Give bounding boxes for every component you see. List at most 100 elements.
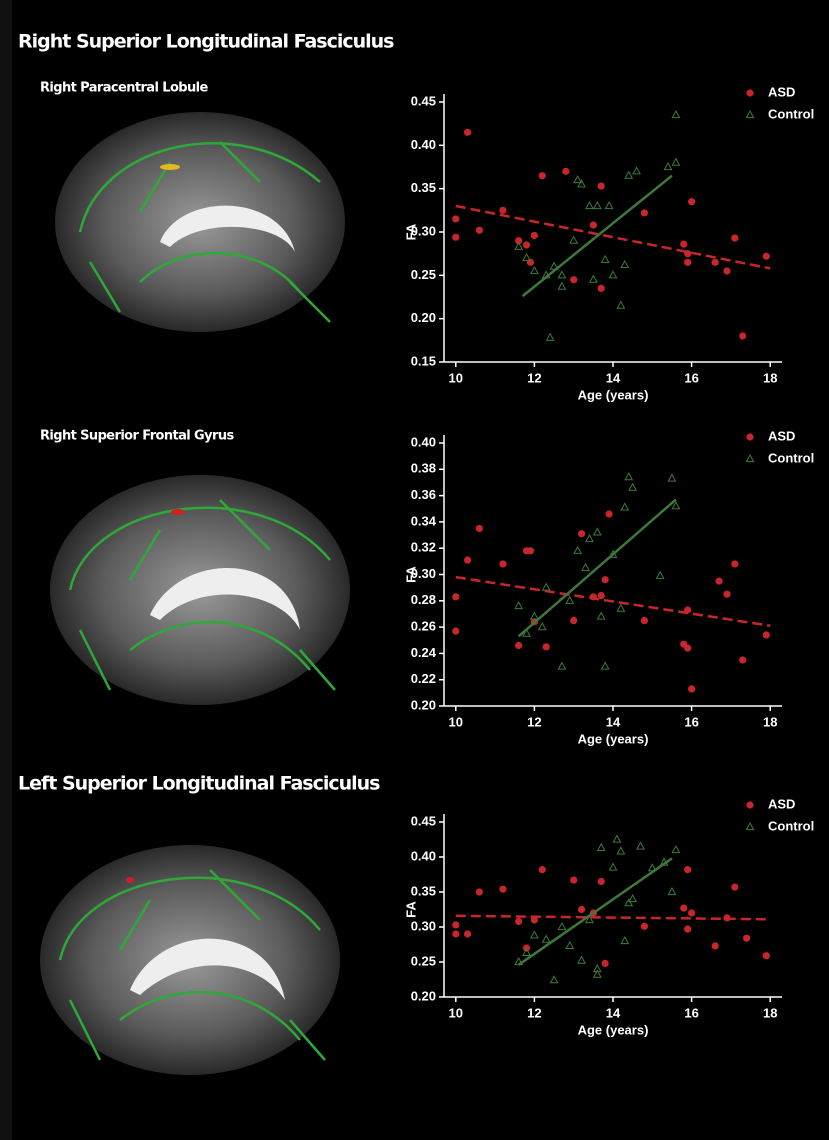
x-tick-label: 14 — [606, 714, 621, 729]
point — [550, 263, 557, 270]
y-tick-label: 0.25 — [411, 953, 436, 968]
brain-image — [50, 475, 350, 705]
point — [590, 276, 597, 283]
point — [543, 643, 550, 650]
point — [570, 276, 577, 283]
point — [566, 942, 573, 949]
point — [574, 547, 581, 554]
point — [605, 510, 612, 517]
y-tick-label: 0.20 — [411, 697, 436, 712]
point — [763, 952, 770, 959]
point — [476, 525, 483, 532]
y-tick-label: 0.26 — [411, 619, 436, 634]
brain-image — [55, 112, 345, 332]
x-tick-label: 18 — [763, 370, 777, 385]
point — [452, 930, 459, 937]
point — [684, 259, 691, 266]
point — [476, 227, 483, 234]
x-tick-label: 10 — [449, 370, 463, 385]
point — [629, 484, 636, 491]
point — [566, 597, 573, 604]
point — [723, 914, 730, 921]
point — [621, 261, 628, 268]
point — [464, 556, 471, 563]
point — [558, 271, 565, 278]
point — [464, 930, 471, 937]
point — [531, 916, 538, 923]
x-tick-label: 16 — [684, 714, 698, 729]
point — [684, 866, 691, 873]
y-tick-label: 0.38 — [411, 461, 436, 476]
point — [590, 593, 597, 600]
y-axis-label: FA — [403, 223, 418, 240]
point — [523, 254, 530, 261]
point — [586, 202, 593, 209]
point — [613, 836, 620, 843]
point — [515, 243, 522, 250]
point — [539, 866, 546, 873]
point — [582, 564, 589, 571]
point — [617, 302, 624, 309]
point — [476, 888, 483, 895]
y-tick-label: 0.35 — [411, 883, 436, 898]
point — [649, 864, 656, 871]
trend-line — [456, 916, 770, 920]
point — [515, 918, 522, 925]
point — [523, 241, 530, 248]
x-tick-label: 10 — [449, 1005, 463, 1020]
point — [550, 976, 557, 983]
brain-image — [40, 845, 340, 1075]
point — [452, 215, 459, 222]
point — [668, 888, 675, 895]
legend-marker — [746, 455, 753, 462]
point — [570, 877, 577, 884]
point — [598, 844, 605, 851]
point — [629, 895, 636, 902]
point — [452, 627, 459, 634]
point — [602, 663, 609, 670]
x-tick-label: 14 — [606, 1005, 621, 1020]
point — [578, 957, 585, 964]
y-tick-label: 0.20 — [411, 310, 436, 325]
y-tick-label: 0.32 — [411, 540, 436, 555]
point — [531, 931, 538, 938]
point — [531, 267, 538, 274]
point — [688, 198, 695, 205]
point — [723, 267, 730, 274]
point — [558, 283, 565, 290]
point — [562, 168, 569, 175]
panel-title: Right Superior Frontal Gyrus — [40, 429, 234, 444]
point — [598, 182, 605, 189]
point — [688, 909, 695, 916]
x-tick-label: 12 — [527, 370, 541, 385]
left-border — [0, 0, 12, 1140]
x-axis-label: Age (years) — [578, 387, 649, 402]
point — [558, 663, 565, 670]
point — [621, 503, 628, 510]
point — [543, 936, 550, 943]
legend-label: ASD — [768, 84, 795, 99]
y-tick-label: 0.34 — [411, 513, 437, 528]
point — [452, 921, 459, 928]
point — [539, 172, 546, 179]
point — [570, 617, 577, 624]
x-axis-label: Age (years) — [578, 1022, 649, 1037]
point — [743, 935, 750, 942]
point — [731, 234, 738, 241]
x-axis-label: Age (years) — [578, 731, 649, 746]
point — [452, 593, 459, 600]
legend-label: Control — [768, 818, 814, 833]
point — [672, 846, 679, 853]
point — [641, 923, 648, 930]
point — [515, 642, 522, 649]
point — [590, 221, 597, 228]
trend-line — [519, 500, 676, 637]
trend-line — [519, 858, 672, 964]
point — [684, 645, 691, 652]
point — [578, 906, 585, 913]
point — [637, 843, 644, 850]
y-tick-label: 0.30 — [411, 918, 436, 933]
point — [609, 271, 616, 278]
point — [633, 167, 640, 174]
y-tick-label: 0.25 — [411, 267, 436, 282]
